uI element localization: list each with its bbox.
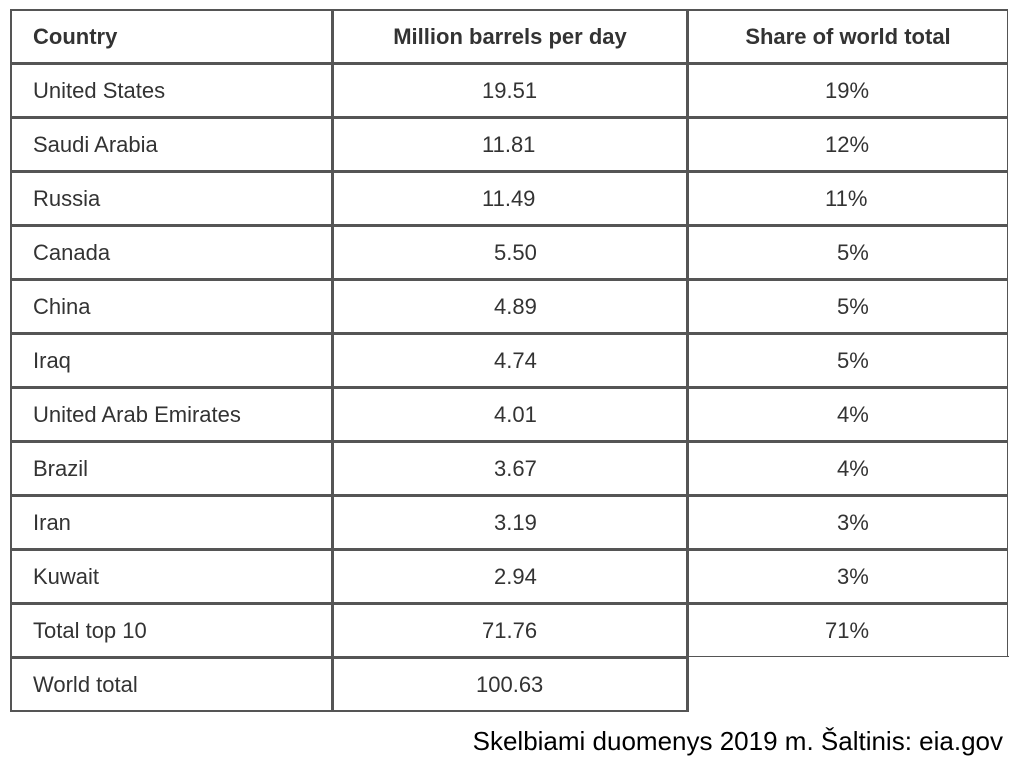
row-total-top10-share: 71% <box>689 605 1007 656</box>
row-world-total-mbpd: 100.63 <box>334 659 686 710</box>
row-share: 11% <box>689 173 1007 224</box>
header-million-barrels: Million barrels per day <box>334 11 686 62</box>
header-share: Share of world total <box>689 11 1007 62</box>
row-share: 4% <box>689 389 1007 440</box>
row-mbpd: 19.51 <box>334 65 686 116</box>
row-share: 3% <box>689 497 1007 548</box>
row-total-top10-mbpd: 71.76 <box>334 605 686 656</box>
row-country: Kuwait <box>12 551 331 602</box>
row-mbpd: 5.50 <box>334 227 686 278</box>
source-caption: Skelbiami duomenys 2019 m. Šaltinis: eia… <box>472 726 1003 756</box>
row-country: United Arab Emirates <box>12 389 331 440</box>
row-country: China <box>12 281 331 332</box>
row-country: Iran <box>12 497 331 548</box>
row-country: Brazil <box>12 443 331 494</box>
row-share: 4% <box>689 443 1007 494</box>
row-country: Iraq <box>12 335 331 386</box>
oil-production-table: Country Million barrels per day Share of… <box>10 9 1009 712</box>
row-mbpd: 3.19 <box>334 497 686 548</box>
row-total-top10-label: Total top 10 <box>12 605 331 656</box>
row-mbpd: 3.67 <box>334 443 686 494</box>
row-mbpd: 4.74 <box>334 335 686 386</box>
row-country: Russia <box>12 173 331 224</box>
row-country: Canada <box>12 227 331 278</box>
row-share: 19% <box>689 65 1007 116</box>
row-share: 12% <box>689 119 1007 170</box>
row-mbpd: 4.01 <box>334 389 686 440</box>
header-country: Country <box>12 11 331 62</box>
row-share: 5% <box>689 227 1007 278</box>
row-share: 3% <box>689 551 1007 602</box>
row-share: 5% <box>689 335 1007 386</box>
row-mbpd: 11.49 <box>334 173 686 224</box>
row-world-total-label: World total <box>12 659 331 710</box>
row-share: 5% <box>689 281 1007 332</box>
row-country: United States <box>12 65 331 116</box>
row-mbpd: 2.94 <box>334 551 686 602</box>
row-mbpd: 11.81 <box>334 119 686 170</box>
row-world-total-share-empty <box>689 656 1009 712</box>
row-country: Saudi Arabia <box>12 119 331 170</box>
row-mbpd: 4.89 <box>334 281 686 332</box>
